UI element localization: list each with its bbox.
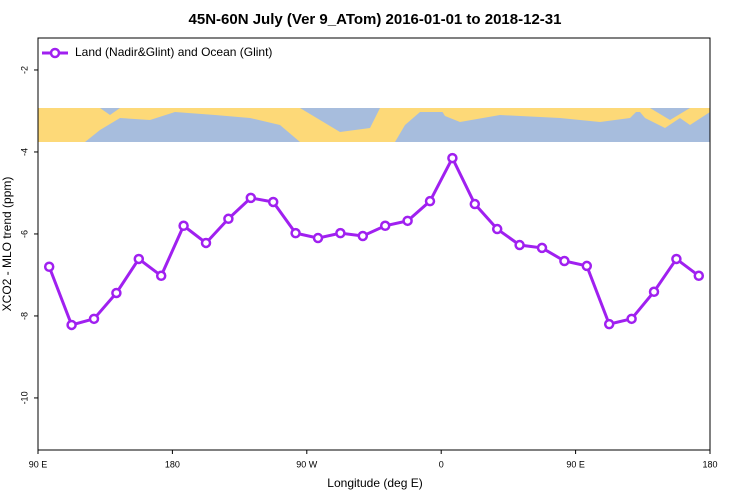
y-axis-label: XCO2 - MLO trend (ppm)	[0, 177, 14, 312]
data-point	[648, 286, 660, 298]
data-point	[603, 318, 615, 330]
data-point	[200, 237, 212, 249]
y-tick-label: -2	[19, 66, 29, 74]
data-point	[379, 220, 391, 232]
x-tick-label: 90 E	[29, 459, 48, 469]
x-tick-label: 90 W	[296, 459, 318, 469]
data-point	[693, 270, 705, 282]
x-tick-label: 180	[702, 459, 717, 469]
data-point	[133, 253, 145, 265]
x-axis-label: Longitude (deg E)	[327, 476, 422, 490]
data-point	[491, 223, 503, 235]
legend-marker	[49, 47, 61, 59]
data-point	[469, 198, 481, 210]
data-point	[626, 313, 637, 325]
data-point	[559, 255, 570, 267]
data-point	[536, 242, 548, 254]
data-point	[514, 239, 525, 251]
series-line	[47, 154, 700, 327]
x-tick-label: 90 E	[566, 459, 585, 469]
data-point	[245, 192, 257, 204]
x-tick-label: 180	[165, 459, 180, 469]
data-point	[671, 253, 682, 265]
data-point	[155, 270, 167, 282]
data-point	[178, 220, 189, 232]
data-point	[357, 230, 369, 242]
data-point	[290, 227, 301, 239]
data-point	[581, 260, 593, 272]
data-point	[111, 287, 122, 299]
data-point	[447, 152, 458, 164]
data-point	[223, 213, 234, 225]
data-point	[88, 313, 100, 325]
y-tick-label: -8	[19, 312, 29, 320]
data-point	[402, 215, 413, 227]
data-point	[424, 195, 436, 207]
map-strip	[38, 108, 710, 142]
x-tick-label: 0	[439, 459, 444, 469]
plot-frame	[37, 37, 711, 451]
y-tick-label: -10	[19, 391, 29, 404]
legend-label: Land (Nadir&Glint) and Ocean (Glint)	[75, 45, 272, 59]
data-point	[43, 261, 55, 273]
chart-title: 45N-60N July (Ver 9_ATom) 2016-01-01 to …	[189, 11, 562, 28]
y-tick-label: -4	[19, 148, 29, 156]
data-point	[312, 232, 324, 244]
data-point	[66, 319, 77, 331]
data-point	[267, 196, 279, 208]
legend: Land (Nadir&Glint) and Ocean (Glint)	[42, 45, 272, 59]
y-tick-label: -6	[19, 230, 29, 238]
data-point	[335, 227, 346, 239]
